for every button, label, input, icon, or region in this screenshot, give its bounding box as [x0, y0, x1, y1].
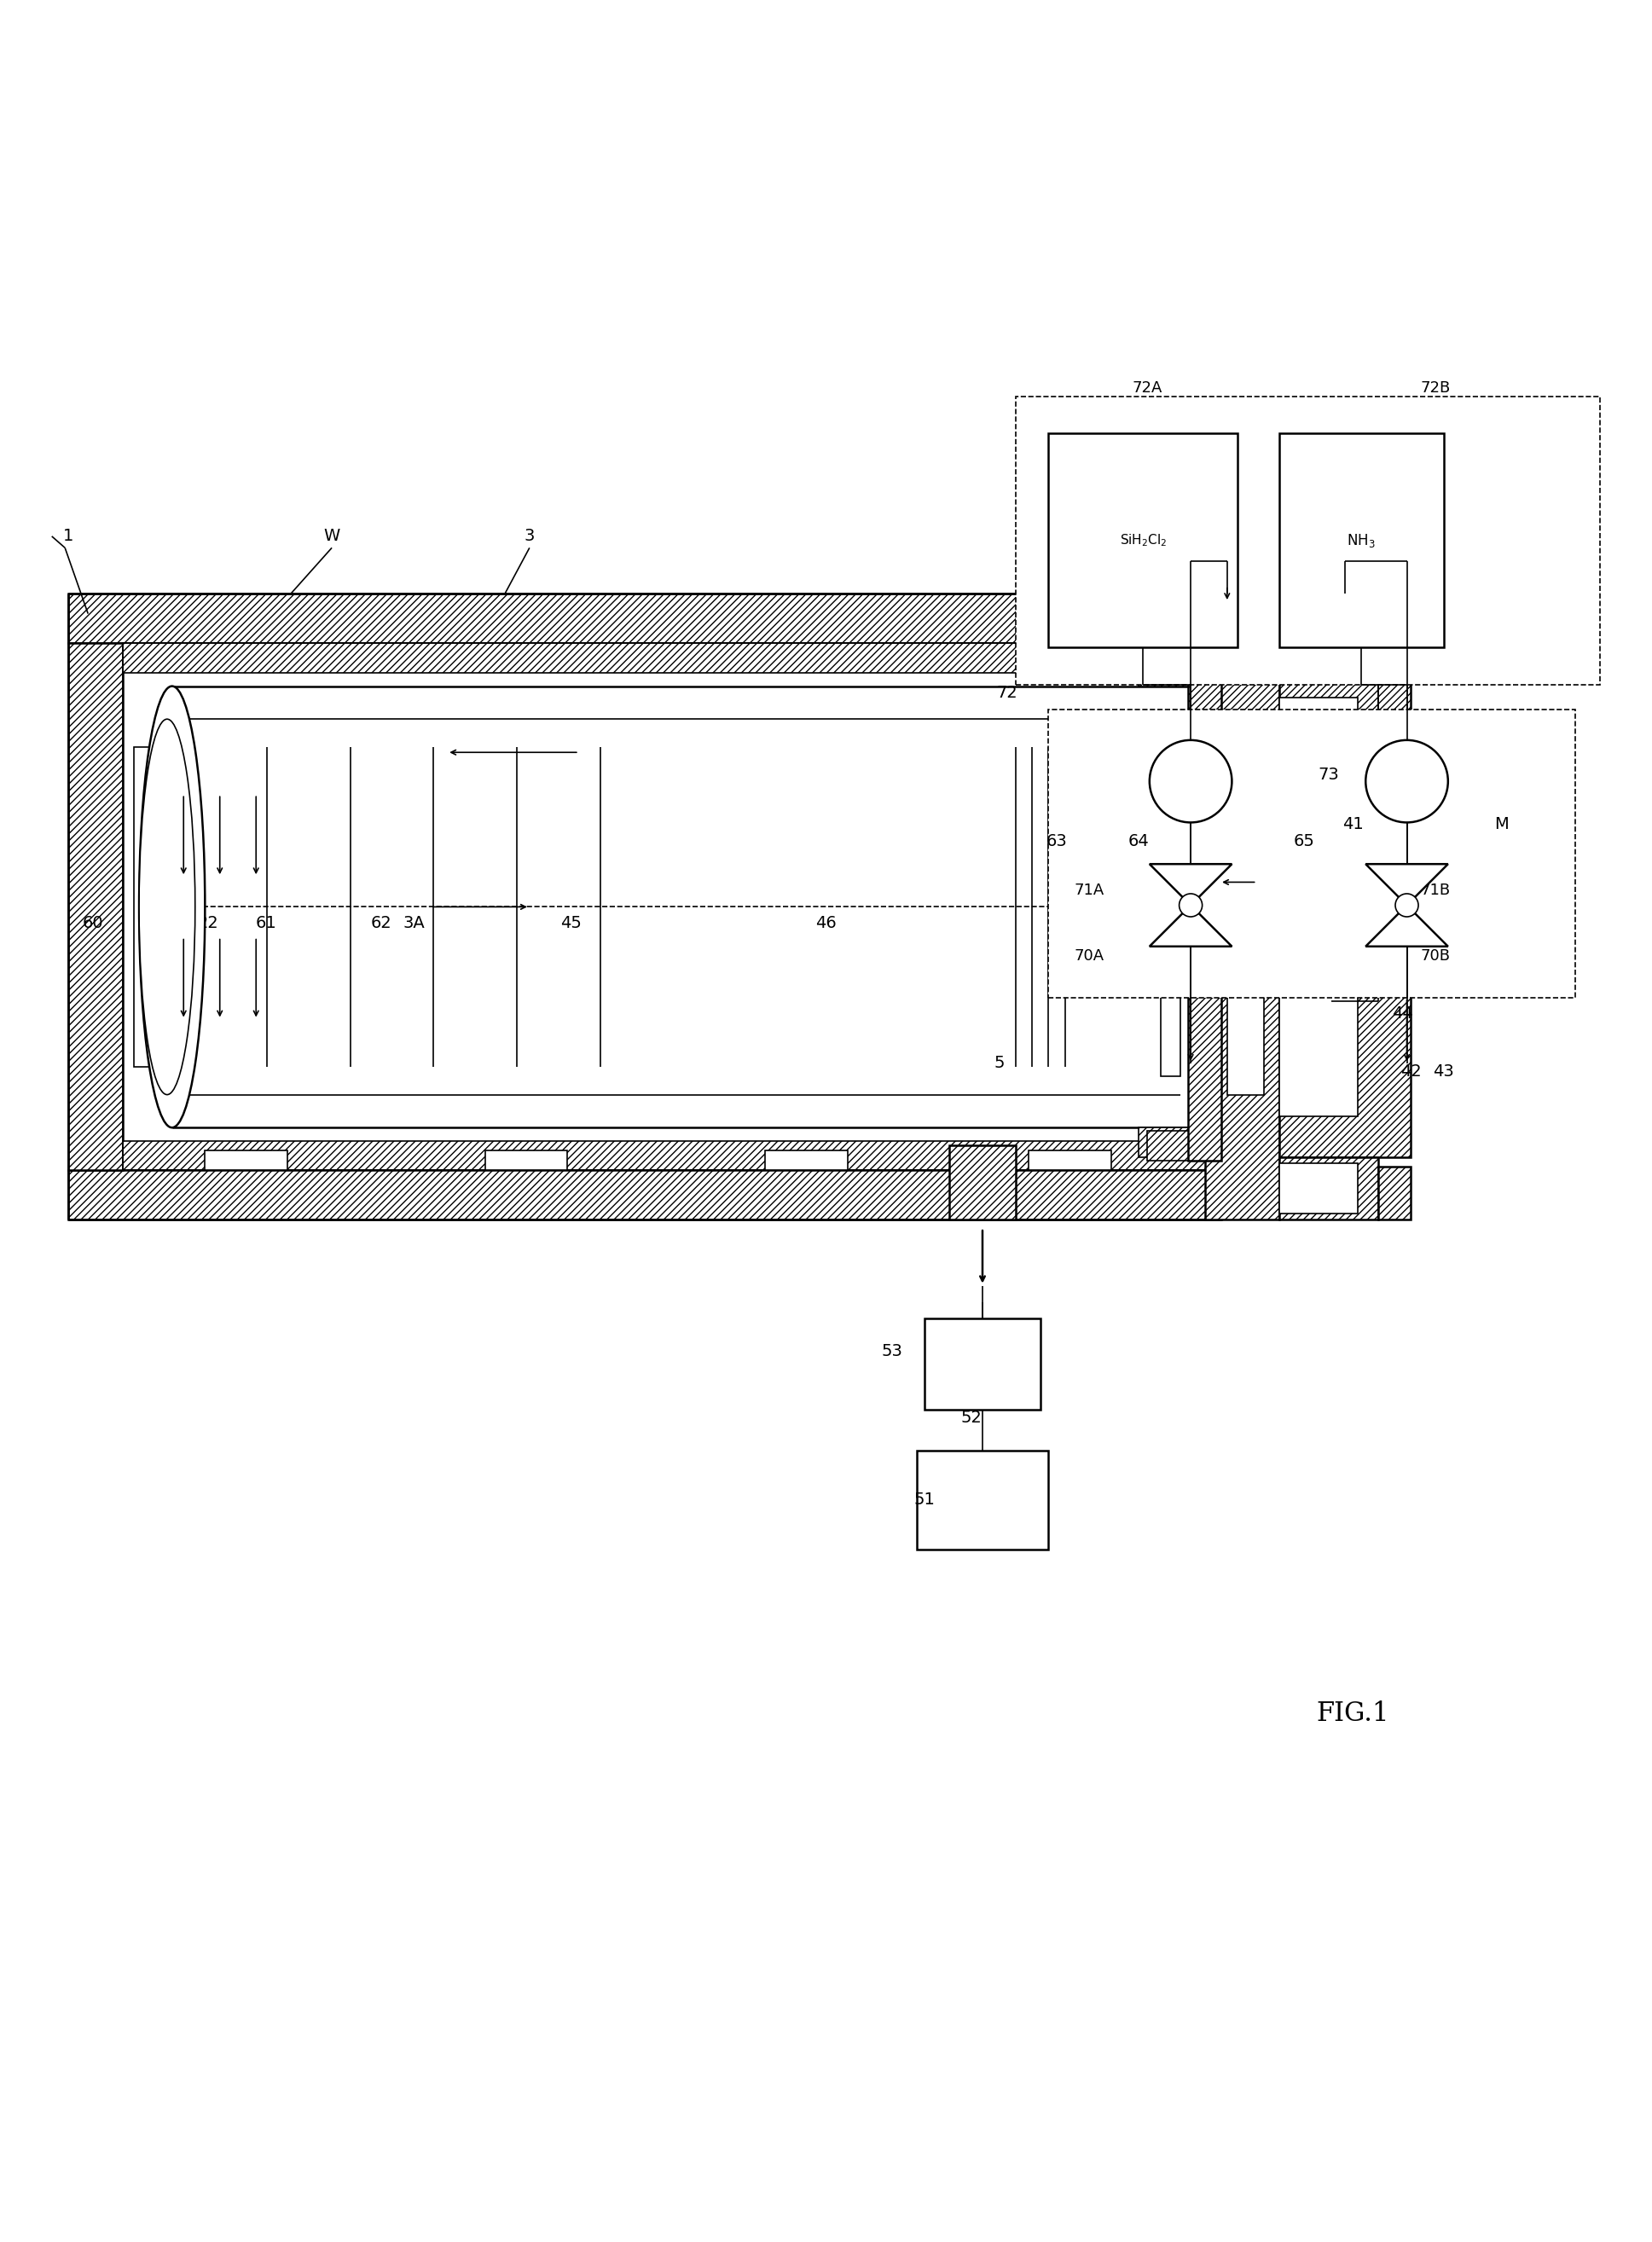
Text: 63: 63	[1046, 832, 1067, 850]
Text: 72: 72	[996, 684, 1018, 702]
Bar	[1204, 594, 1279, 919]
Bar	[1029, 1150, 1112, 1170]
Text: 5: 5	[993, 1056, 1004, 1072]
Text: 71B: 71B	[1421, 883, 1450, 899]
Text: 71A: 71A	[1074, 883, 1105, 899]
Circle shape	[1396, 895, 1419, 917]
Text: 3A: 3A	[403, 915, 425, 930]
Bar	[68, 594, 1221, 643]
Bar	[122, 1141, 1221, 1170]
Text: 53: 53	[881, 1343, 902, 1359]
Text: 62: 62	[370, 915, 392, 930]
Text: 72B: 72B	[1421, 381, 1450, 395]
Bar	[1160, 738, 1180, 1076]
Text: 64: 64	[1128, 832, 1150, 850]
Text: 72A: 72A	[1132, 381, 1163, 395]
Bar	[1279, 697, 1358, 1117]
Bar	[122, 643, 1221, 673]
Text: 44: 44	[1393, 1007, 1412, 1022]
Bar	[134, 747, 167, 1067]
Bar	[917, 1451, 1049, 1549]
Bar	[1138, 1128, 1204, 1157]
Text: 41: 41	[1343, 816, 1363, 832]
Bar	[486, 1150, 567, 1170]
Text: 45: 45	[560, 915, 582, 930]
Bar	[68, 1170, 1221, 1220]
Bar	[1146, 1130, 1204, 1161]
Text: 60: 60	[83, 915, 104, 930]
Bar	[1188, 652, 1221, 1161]
Bar	[1146, 652, 1204, 684]
Text: M: M	[1495, 816, 1508, 832]
Polygon shape	[1366, 906, 1449, 946]
Bar	[1419, 841, 1485, 973]
Text: 70A: 70A	[1074, 948, 1105, 964]
Bar	[1279, 433, 1444, 648]
Text: 73: 73	[1318, 767, 1340, 782]
Text: 52: 52	[960, 1410, 981, 1426]
Polygon shape	[1150, 906, 1232, 946]
Text: 42: 42	[1401, 1063, 1421, 1081]
Bar	[1227, 720, 1264, 1094]
Text: W: W	[324, 529, 340, 545]
Polygon shape	[1366, 863, 1449, 906]
Text: 22: 22	[198, 915, 218, 930]
Circle shape	[1150, 740, 1232, 823]
Bar	[1016, 397, 1601, 684]
Bar	[1049, 708, 1576, 998]
Bar	[1049, 433, 1237, 648]
Bar	[1279, 1157, 1378, 1220]
Ellipse shape	[139, 686, 205, 1128]
Text: 1: 1	[63, 529, 74, 545]
Bar	[925, 1318, 1041, 1410]
Bar	[1204, 908, 1272, 928]
Polygon shape	[1150, 863, 1232, 906]
Bar	[1138, 657, 1204, 686]
Bar	[1279, 657, 1411, 1157]
Bar	[1204, 964, 1279, 1220]
Ellipse shape	[139, 720, 195, 1094]
Text: 43: 43	[1434, 1063, 1454, 1081]
Text: 3: 3	[524, 529, 535, 545]
Text: 61: 61	[256, 915, 276, 930]
Bar	[765, 1150, 847, 1170]
Text: $\mathregular{NH_3}$: $\mathregular{NH_3}$	[1346, 531, 1376, 549]
Bar	[1378, 1166, 1411, 1220]
Text: 46: 46	[816, 915, 836, 930]
Text: 70B: 70B	[1421, 948, 1450, 964]
Bar	[950, 1146, 1016, 1220]
Bar	[1279, 1164, 1358, 1213]
Text: FIG.1: FIG.1	[1317, 1702, 1389, 1726]
Circle shape	[1180, 895, 1203, 917]
Text: 21: 21	[157, 915, 178, 930]
Text: 51: 51	[914, 1491, 935, 1509]
Circle shape	[1366, 740, 1449, 823]
Text: 65: 65	[1294, 832, 1315, 850]
Text: $\mathregular{SiH_2Cl_2}$: $\mathregular{SiH_2Cl_2}$	[1120, 531, 1166, 549]
Bar	[68, 643, 122, 1170]
Bar	[205, 1150, 287, 1170]
